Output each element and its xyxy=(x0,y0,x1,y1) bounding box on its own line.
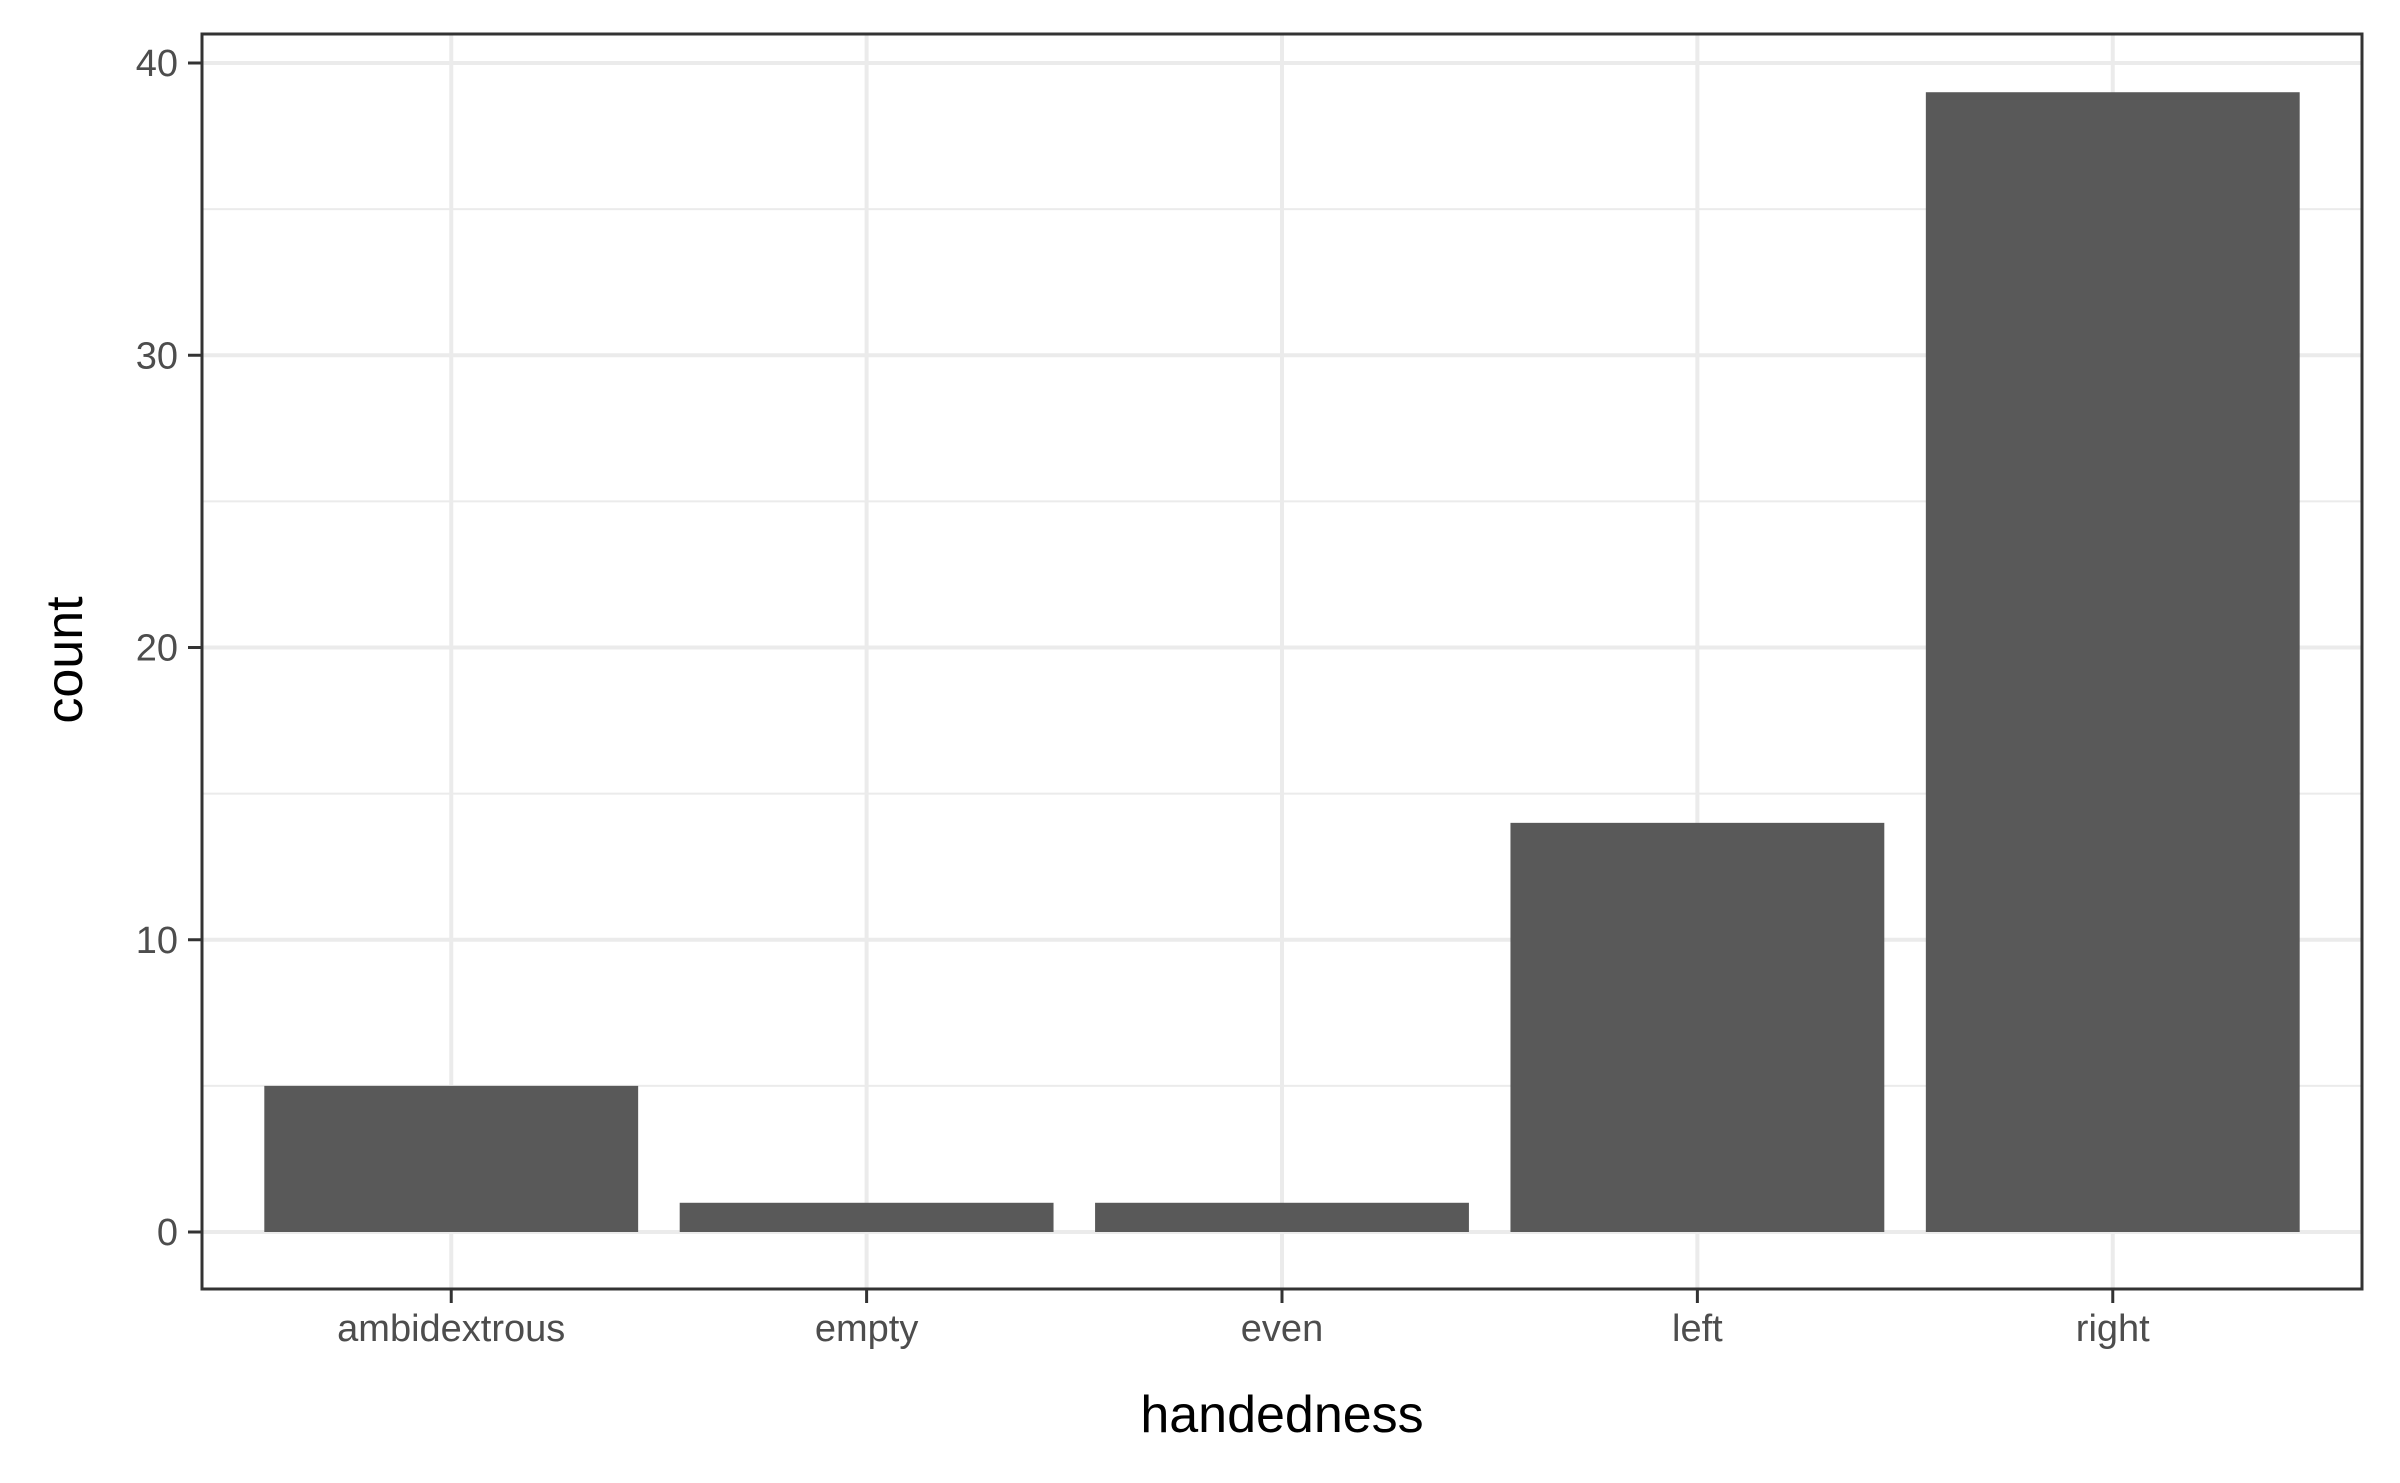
x-axis: ambidextrous empty even left right xyxy=(337,1289,2150,1350)
x-tick-label: right xyxy=(2076,1308,2150,1350)
y-tick-label: 30 xyxy=(136,335,178,377)
y-axis-title: count xyxy=(36,596,94,724)
y-tick-label: 20 xyxy=(136,628,178,670)
y-tick-label: 10 xyxy=(136,920,178,962)
x-tick-label: empty xyxy=(815,1308,918,1350)
x-axis-title: handedness xyxy=(1140,1386,1423,1444)
y-tick-label: 40 xyxy=(136,43,178,85)
y-tick-label: 0 xyxy=(157,1212,178,1254)
bar-empty xyxy=(679,1202,1054,1232)
bar-even xyxy=(1095,1202,1469,1232)
bar-ambidextrous xyxy=(264,1085,639,1232)
y-axis: 0 10 20 30 40 xyxy=(136,43,202,1254)
x-tick-label: left xyxy=(1672,1308,1723,1350)
bar-left xyxy=(1510,822,1885,1232)
x-tick-label: ambidextrous xyxy=(337,1308,565,1350)
bars xyxy=(264,92,2300,1233)
bar-right xyxy=(1925,92,2300,1233)
x-tick-label: even xyxy=(1241,1308,1323,1350)
